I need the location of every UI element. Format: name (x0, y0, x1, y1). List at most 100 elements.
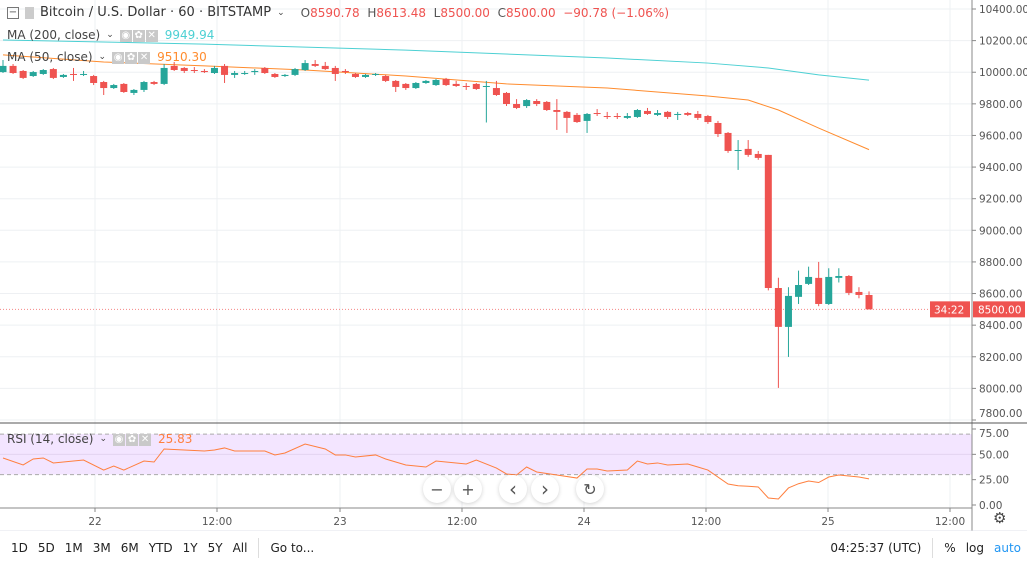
range-3m[interactable]: 3M (92, 540, 111, 555)
candle-up (835, 275, 843, 278)
candle-down (271, 73, 279, 77)
ma50-legend: MA (50, close) ⌄ ◉ ✿ ✕ 9510.30 (7, 49, 207, 64)
chevron-down-icon[interactable]: ⌄ (98, 51, 107, 62)
log-toggle[interactable]: log (965, 540, 984, 555)
last-price-label: 8500.00 (978, 304, 1021, 316)
symbol-title[interactable]: Bitcoin / U.S. Dollar · 60 · BITSTAMP (40, 5, 272, 20)
candle-down (221, 65, 229, 75)
candle-down (331, 67, 339, 74)
scroll-left-button[interactable]: ‹ (499, 475, 527, 503)
candle-up (412, 82, 420, 89)
candle-down (472, 83, 480, 89)
candle-down (744, 148, 752, 155)
divider (932, 537, 934, 558)
candle-up (80, 73, 88, 75)
change-value: −90.78 (−1.06%) (563, 5, 669, 20)
price-tick-label: 9400.00 (979, 162, 1022, 174)
candle-down (543, 101, 551, 111)
candle-up (241, 73, 249, 75)
candle-down (754, 153, 762, 158)
candle-down (190, 70, 198, 72)
candle-up (231, 73, 239, 75)
range-5d[interactable]: 5D (37, 540, 55, 555)
candle-down (321, 65, 329, 70)
candle-down (513, 104, 521, 108)
candle-down (351, 73, 359, 77)
candle-down (684, 113, 692, 115)
candle-down (724, 132, 732, 151)
candle-up (130, 89, 138, 93)
range-1y[interactable]: 1Y (182, 540, 198, 555)
scroll-right-button[interactable]: › (531, 475, 559, 503)
close-icon[interactable]: ✕ (139, 434, 152, 446)
eye-icon[interactable]: ◉ (119, 30, 132, 42)
countdown-badge (930, 301, 970, 318)
rsi-label[interactable]: RSI (14, close) (7, 431, 94, 446)
candle-up (734, 150, 742, 152)
candle-up (654, 113, 662, 115)
auto-toggle[interactable]: auto (993, 540, 1021, 555)
rsi-legend: RSI (14, close) ⌄ ◉ ✿ ✕ 25.83 (7, 431, 192, 446)
percent-toggle[interactable]: % (944, 540, 956, 555)
high-value: 8613.48 (376, 5, 426, 20)
rsi-line (2, 443, 870, 500)
settings-gear-icon[interactable]: ⚙ (993, 509, 1007, 527)
chevron-down-icon[interactable]: ⌄ (106, 29, 114, 40)
countdown-label: 34:22 (934, 304, 964, 316)
chevron-down-icon[interactable]: ⌄ (277, 7, 285, 18)
eye-icon[interactable]: ◉ (113, 434, 126, 446)
candle-up (432, 79, 440, 86)
close-label: C (497, 5, 506, 20)
candle-down (170, 65, 178, 71)
chart-canvas[interactable]: 10400.00 10200.00 10000.00 9800.00 9600.00 94… (0, 0, 1027, 531)
range-6m[interactable]: 6M (120, 540, 139, 555)
candle-up (251, 70, 259, 73)
rsi-tick-label: 75.00 (979, 428, 1009, 440)
candle-down (180, 67, 188, 71)
candle-down (865, 294, 873, 310)
range-1m[interactable]: 1M (64, 540, 83, 555)
price-tick-label: 8800.00 (979, 257, 1022, 269)
close-icon[interactable]: ✕ (145, 30, 158, 42)
range-5y[interactable]: 5Y (207, 540, 223, 555)
candle-down (200, 70, 208, 73)
collapse-icon[interactable]: − (7, 6, 19, 19)
time-tick-label: 12:00 (447, 516, 477, 528)
gear-icon[interactable]: ✿ (132, 30, 145, 42)
ma200-legend: MA (200, close) ⌄ ◉ ✿ ✕ 9949.94 (7, 27, 214, 42)
zoom-in-button[interactable]: + (454, 475, 482, 503)
chevron-down-icon[interactable]: ⌄ (99, 433, 108, 444)
candle-down (442, 79, 450, 86)
ma200-label[interactable]: MA (200, close) (7, 27, 101, 42)
candle-down (593, 113, 601, 115)
price-tick-label: 9200.00 (979, 194, 1022, 206)
utc-clock[interactable]: 04:25:37 (UTC) (830, 540, 922, 555)
candle-down (9, 65, 17, 74)
rsi-tick-label: 25.00 (979, 475, 1009, 487)
range-ytd[interactable]: YTD (148, 540, 173, 555)
candle-down (69, 73, 77, 75)
time-tick-label: 12:00 (935, 516, 965, 528)
candle-down (462, 85, 470, 87)
candle-up (210, 67, 218, 74)
goto-button[interactable]: Go to... (270, 540, 315, 555)
price-tick-label: 9600.00 (979, 130, 1022, 142)
gear-icon[interactable]: ✿ (125, 52, 138, 64)
candle-up (422, 80, 430, 83)
candle-down (90, 76, 98, 83)
symbol-flag-icon (25, 6, 34, 19)
candle-up (372, 73, 380, 75)
candle-up (482, 85, 490, 87)
reset-chart-button[interactable]: ↻ (576, 475, 604, 503)
time-tick-label: 12:00 (691, 516, 721, 528)
zoom-out-button[interactable]: − (423, 475, 451, 503)
range-all[interactable]: All (232, 540, 248, 555)
candle-down (694, 113, 702, 118)
close-icon[interactable]: ✕ (138, 52, 151, 64)
range-1d[interactable]: 1D (11, 540, 28, 555)
open-value: 8590.78 (310, 5, 360, 20)
candle-down (492, 88, 500, 95)
gear-icon[interactable]: ✿ (126, 434, 139, 446)
eye-icon[interactable]: ◉ (112, 52, 125, 64)
ma50-label[interactable]: MA (50, close) (7, 49, 93, 64)
